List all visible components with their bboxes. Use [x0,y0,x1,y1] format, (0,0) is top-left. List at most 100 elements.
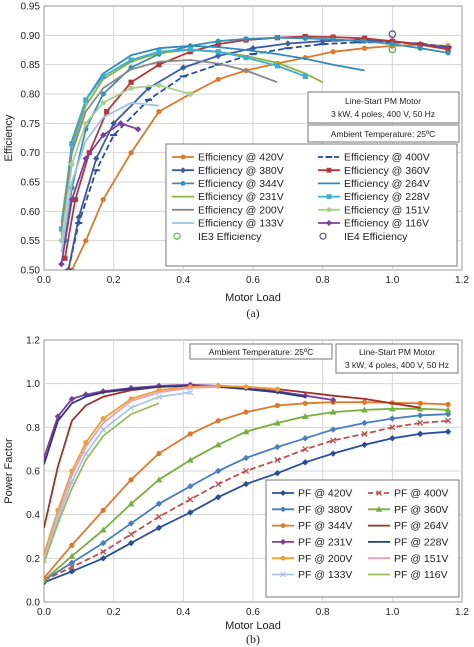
data-point [68,568,76,575]
legend-marker [280,555,286,561]
data-point [389,41,395,47]
data-point [214,467,222,475]
legend-label: Efficiency @ 400V [344,152,430,164]
legend-item: Efficiency @ 360V [318,165,430,177]
data-point [187,483,194,490]
data-point [417,430,424,438]
legend-label: PF @ 360V [394,504,448,516]
temperature-label-a: Ambient Temperature: 25ºC [331,129,436,139]
data-point [242,467,250,475]
data-point [128,531,135,538]
legend-label: Efficiency @ 360V [344,165,430,177]
legend-marker [280,538,286,545]
data-point [100,197,106,203]
data-point [179,75,187,78]
data-point [99,526,107,533]
data-point [68,196,76,203]
data-point [187,431,193,437]
data-point [180,64,187,71]
series-line [67,41,449,270]
data-point [274,457,281,464]
data-point [329,408,337,415]
motor-info-box-a [307,91,460,124]
legend-label: PF @ 344V [298,520,352,532]
data-point [329,396,337,404]
x-tick-label-b: 0.0 [37,607,51,618]
series-b-11 [44,402,160,564]
data-point [156,450,162,457]
data-point [214,441,222,448]
series-line [44,385,306,465]
x-tick-label-b: 1.2 [455,607,469,618]
data-point [361,38,368,44]
legend-item: Efficiency @ 264V [318,178,430,190]
data-point [156,109,162,115]
data-point [145,84,152,92]
data-point [155,513,163,520]
legend-item: PF @ 400V [368,488,448,500]
data-point [274,386,280,392]
data-point [388,405,396,412]
data-point [388,30,397,39]
x-tick-label-a: 0.8 [316,275,330,286]
legend-item: PF @ 231V [272,537,352,549]
data-point [444,406,452,413]
legend-marker [326,220,332,226]
legend-label: Efficiency @ 231V [198,191,284,203]
legend-label: Efficiency @ 228V [344,191,430,203]
legend-item: PF @ 380V [272,504,352,516]
temperature-box-b [189,343,333,360]
legend-marker [180,167,186,174]
legend-item: Efficiency @ 151V [318,204,430,216]
data-point [417,419,424,427]
data-point [156,62,162,68]
legend-item: PF @ 228V [368,537,448,549]
data-point [274,469,281,477]
legend-item: IE3 Efficiency [173,231,262,243]
data-point [215,41,221,47]
data-point [445,417,452,424]
data-point [128,79,134,85]
data-point [330,49,336,55]
data-point [389,415,396,422]
data-point [284,47,292,50]
legend-label: IE4 Efficiency [344,231,408,243]
series-b-1 [44,417,452,584]
legend-label: Efficiency @ 200V [198,204,284,216]
y-tick-label-a: 0.85 [21,60,41,71]
legend-b [265,479,460,598]
data-point [75,214,83,221]
legend-item: Efficiency @ 116V [318,218,429,230]
data-point [389,435,396,442]
data-point [58,260,65,268]
legend-item: Efficiency @ 231V [172,191,284,203]
motor-info-line1-a: Line-Start PM Motor [345,96,421,106]
data-point [69,161,75,167]
legend-item: Efficiency @ 344V [172,178,284,190]
data-point [361,406,368,413]
y-tick-label-a: 0.50 [21,266,41,277]
data-point [100,131,107,139]
data-point [134,126,142,133]
legend-label: Efficiency @ 380V [198,165,284,177]
data-point [274,443,281,451]
x-tick-label-a: 0.4 [176,275,190,286]
x-tick-label-a: 0.2 [107,275,121,286]
data-point [215,49,221,55]
data-point [128,57,134,63]
data-point [68,552,76,559]
series-b-2 [44,411,452,584]
motor-info-box-b [335,343,459,374]
legend-marker [319,232,327,240]
data-point [100,416,106,422]
data-point [302,435,309,442]
data-point [187,46,193,53]
legend-marker [280,490,286,496]
data-point [361,45,368,51]
y-tick-label-a: 0.55 [21,236,41,247]
data-point [361,35,368,41]
legend-a [165,143,458,267]
legend-item: Efficiency @ 200V [172,204,284,216]
data-point [243,384,249,390]
data-point [186,456,194,463]
